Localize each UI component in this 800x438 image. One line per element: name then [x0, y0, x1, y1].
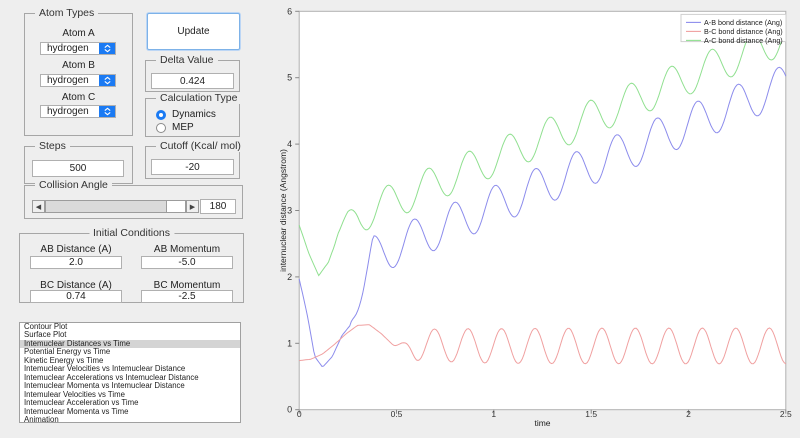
svg-text:0: 0	[287, 405, 292, 415]
svg-text:1: 1	[287, 338, 292, 348]
svg-text:6: 6	[287, 6, 292, 16]
svg-text:2: 2	[287, 272, 292, 282]
svg-text:internuclear distance (Angstro: internuclear distance (Angstrom)	[278, 149, 288, 272]
svg-text:0: 0	[297, 409, 302, 419]
svg-text:5: 5	[287, 73, 292, 83]
svg-text:2.5: 2.5	[780, 409, 792, 419]
svg-text:time: time	[534, 418, 550, 428]
svg-text:B-C bond distance (Ang): B-C bond distance (Ang)	[704, 27, 783, 36]
svg-text:1: 1	[491, 409, 496, 419]
svg-text:2: 2	[686, 409, 691, 419]
svg-text:A-B bond distance (Ang): A-B bond distance (Ang)	[704, 18, 782, 27]
svg-text:1.5: 1.5	[585, 409, 597, 419]
svg-text:4: 4	[287, 139, 292, 149]
svg-text:0.5: 0.5	[391, 409, 403, 419]
svg-text:A-C bond distance (Ang): A-C bond distance (Ang)	[704, 36, 783, 45]
